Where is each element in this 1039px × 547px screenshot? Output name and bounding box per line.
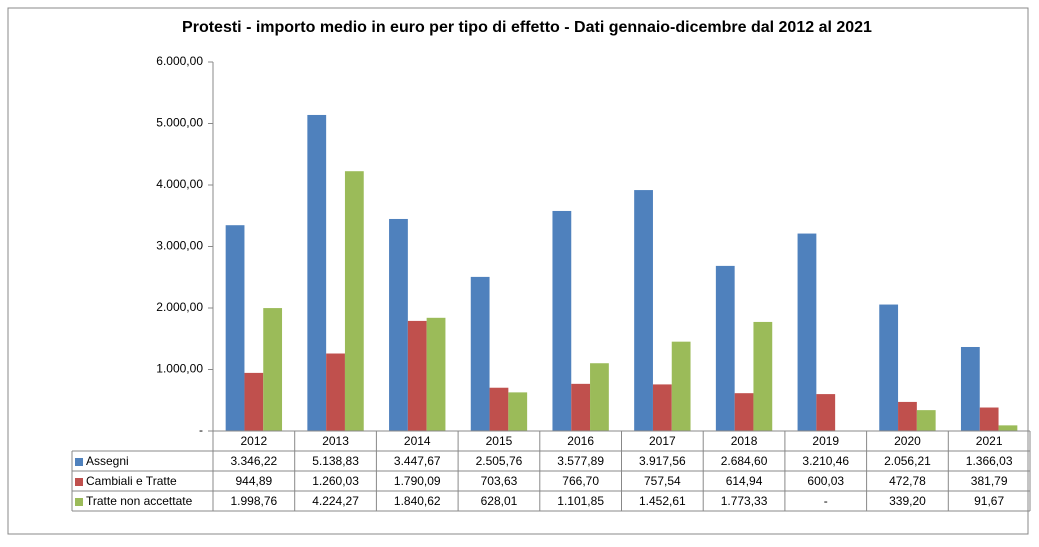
table-value: 339,20 xyxy=(889,494,926,508)
table-value: 766,70 xyxy=(562,474,599,488)
x-tick-label: 2013 xyxy=(322,434,349,448)
bar xyxy=(326,353,345,431)
x-tick-label: 2017 xyxy=(649,434,676,448)
table-value: - xyxy=(824,494,828,508)
y-tick-label: 5.000,00 xyxy=(156,116,203,130)
bar xyxy=(571,383,591,431)
bar xyxy=(652,384,672,431)
legend-swatch xyxy=(75,498,83,506)
table-value: 1.790,09 xyxy=(394,474,441,488)
bar xyxy=(389,218,408,431)
bar xyxy=(879,304,899,431)
bar xyxy=(916,410,936,431)
table-value: 703,63 xyxy=(481,474,518,488)
bar xyxy=(753,321,773,431)
bar xyxy=(508,392,528,431)
chart-frame xyxy=(7,7,1029,535)
table-value: 472,78 xyxy=(889,474,926,488)
table-value: 1.840,62 xyxy=(394,494,441,508)
legend-label: Tratte non accettate xyxy=(86,494,193,508)
x-tick-label: 2020 xyxy=(894,434,921,448)
table-value: 381,79 xyxy=(971,474,1008,488)
legend-swatch xyxy=(75,458,83,466)
legend-label: Cambiali e Tratte xyxy=(86,474,177,488)
table-value: 1.101,85 xyxy=(557,494,604,508)
y-tick-label: 2.000,00 xyxy=(156,300,203,314)
y-tick-label: - xyxy=(199,423,203,437)
bar xyxy=(244,372,264,431)
bar xyxy=(960,346,980,431)
bar xyxy=(426,317,446,431)
bar xyxy=(734,393,754,431)
legend-label: Assegni xyxy=(86,454,129,468)
x-tick-label: 2014 xyxy=(404,434,431,448)
bar xyxy=(489,387,509,431)
table-value: 944,89 xyxy=(235,474,272,488)
table-value: 3.447,67 xyxy=(394,454,441,468)
bar xyxy=(407,320,427,431)
table-value: 628,01 xyxy=(481,494,518,508)
chart-title: Protesti - importo medio in euro per tip… xyxy=(182,19,872,36)
table-value: 600,03 xyxy=(807,474,844,488)
bar xyxy=(470,276,490,431)
x-tick-label: 2012 xyxy=(240,434,267,448)
bar xyxy=(898,401,917,431)
table-value: 3.346,22 xyxy=(230,454,277,468)
bar xyxy=(671,341,691,431)
table-value: 3.210,46 xyxy=(802,454,849,468)
bar xyxy=(998,425,1018,431)
table-value: 1.260,03 xyxy=(312,474,359,488)
table-value: 4.224,27 xyxy=(312,494,359,508)
x-tick-label: 2016 xyxy=(567,434,594,448)
table-value: 91,67 xyxy=(974,494,1004,508)
table-value: 1.773,33 xyxy=(721,494,768,508)
table-value: 2.056,21 xyxy=(884,454,931,468)
bar xyxy=(715,265,735,431)
bar xyxy=(263,308,283,431)
table-value: 1.452,61 xyxy=(639,494,686,508)
table-value: 3.917,56 xyxy=(639,454,686,468)
table-value: 5.138,83 xyxy=(312,454,359,468)
table-value: 2.505,76 xyxy=(476,454,523,468)
table-value: 3.577,89 xyxy=(557,454,604,468)
legend-swatch xyxy=(75,478,83,486)
bar xyxy=(590,363,609,431)
table-value: 2.684,60 xyxy=(721,454,768,468)
y-tick-label: 6.000,00 xyxy=(156,54,203,68)
x-tick-label: 2018 xyxy=(731,434,758,448)
bar xyxy=(225,225,245,431)
bar xyxy=(816,394,836,431)
bar xyxy=(307,114,327,432)
bar xyxy=(797,233,817,431)
table-value: 1.366,03 xyxy=(966,454,1013,468)
bar xyxy=(634,190,653,431)
x-tick-label: 2019 xyxy=(812,434,839,448)
bar xyxy=(344,171,364,431)
y-tick-label: 1.000,00 xyxy=(156,362,203,376)
x-tick-label: 2015 xyxy=(486,434,513,448)
y-tick-label: 3.000,00 xyxy=(156,239,203,253)
y-tick-label: 4.000,00 xyxy=(156,177,203,191)
bar xyxy=(979,407,999,431)
table-value: 614,94 xyxy=(726,474,763,488)
table-value: 1.998,76 xyxy=(230,494,277,508)
table-value: 757,54 xyxy=(644,474,681,488)
bar xyxy=(552,210,572,431)
x-tick-label: 2021 xyxy=(976,434,1003,448)
